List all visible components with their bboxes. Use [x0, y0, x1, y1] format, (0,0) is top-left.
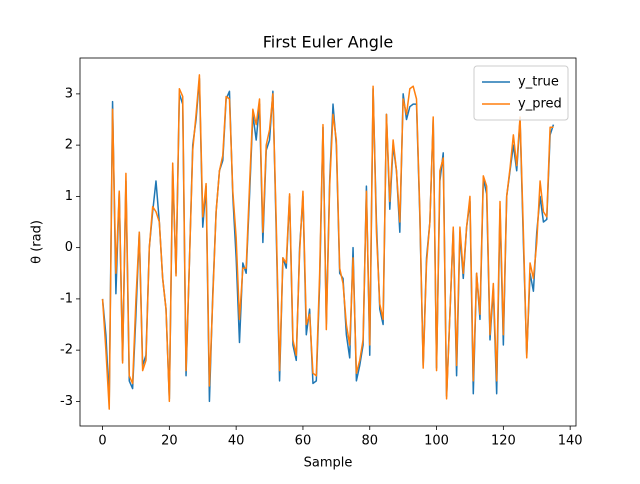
y-tick-label: 2: [65, 138, 73, 153]
x-tick-label: 0: [98, 434, 106, 449]
x-tick-label: 100: [424, 434, 449, 449]
y-tick-label: -3: [60, 394, 73, 409]
x-tick-label: 140: [558, 434, 583, 449]
y-tick-label: 0: [65, 240, 73, 255]
x-tick-label: 120: [491, 434, 516, 449]
y-tick-label: -2: [60, 343, 73, 358]
x-tick-label: 80: [361, 434, 378, 449]
x-tick-label: 60: [295, 434, 312, 449]
y-tick-label: -1: [60, 291, 73, 306]
legend: y_true y_pred: [473, 65, 569, 121]
legend-label: y_pred: [518, 97, 562, 112]
legend-label: y_true: [518, 75, 559, 90]
y-tick-label: 3: [65, 86, 73, 101]
y-tick-label: 1: [65, 189, 73, 204]
plot-frame: [79, 57, 577, 427]
chart-title: First Euler Angle: [263, 33, 394, 52]
x-tick-label: 40: [228, 434, 245, 449]
x-tick-label: 20: [161, 434, 178, 449]
legend-box: [473, 65, 569, 121]
series-line: [101, 74, 554, 410]
y-axis-label: θ (rad): [30, 220, 45, 264]
x-axis-label: Sample: [304, 456, 353, 471]
